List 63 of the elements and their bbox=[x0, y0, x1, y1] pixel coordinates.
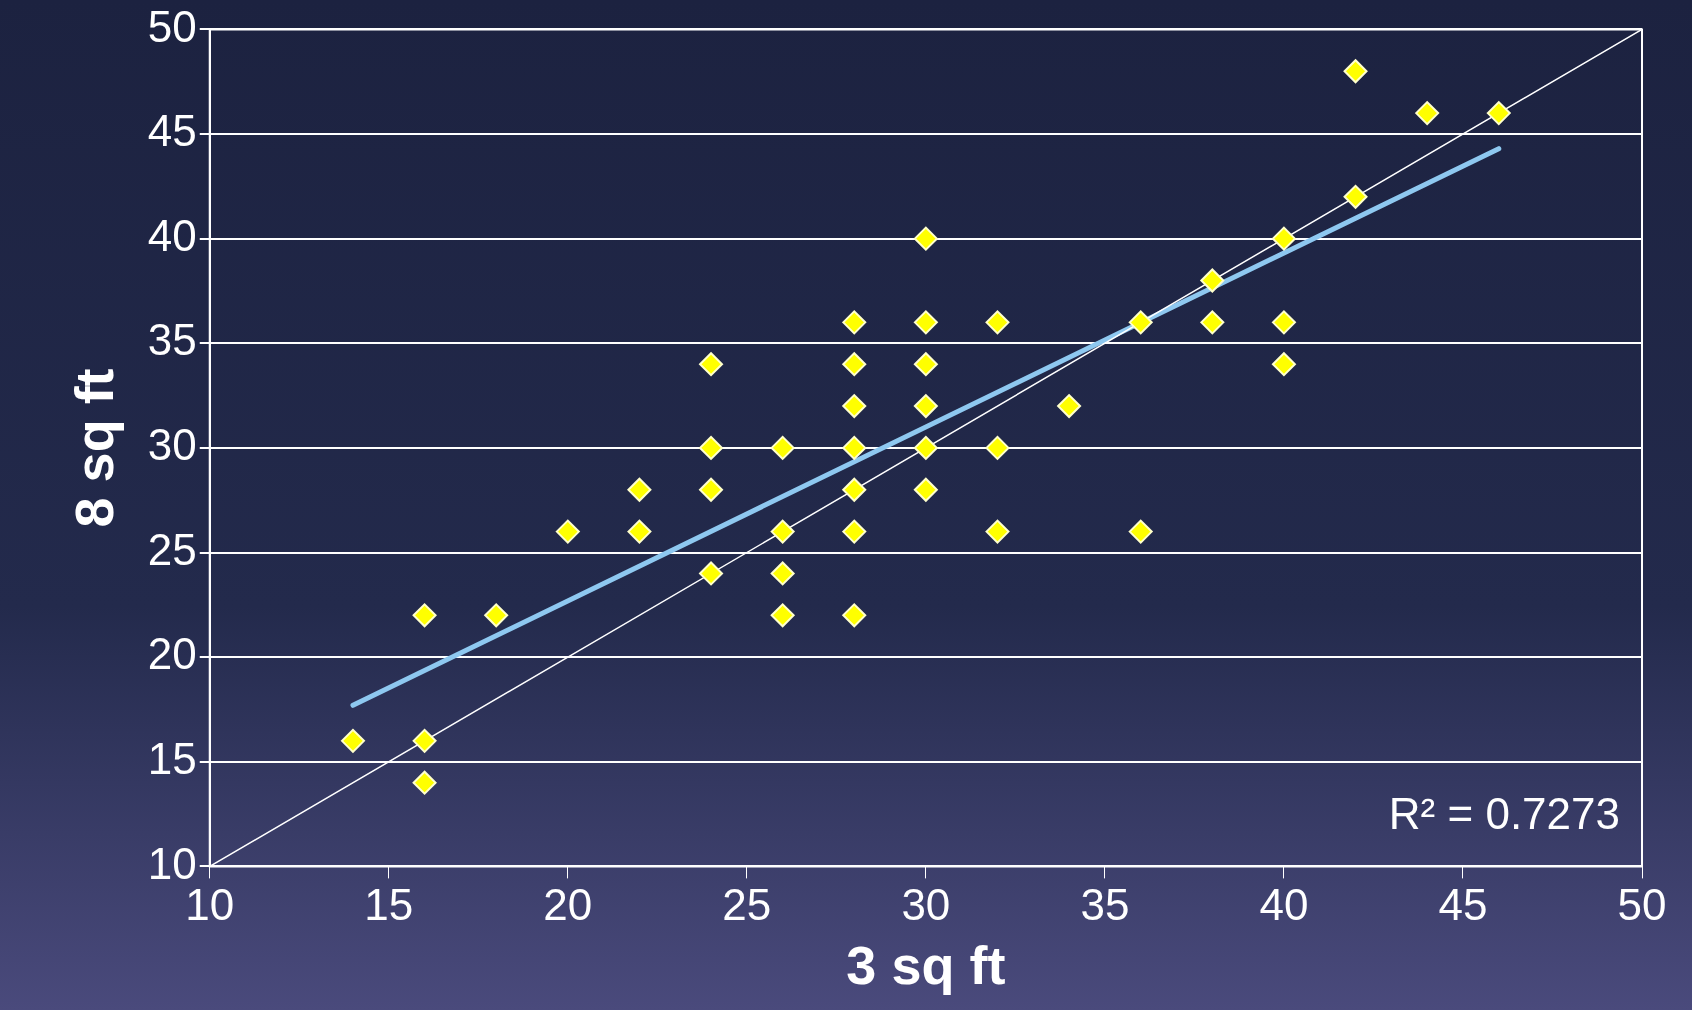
point bbox=[842, 603, 867, 628]
point bbox=[1057, 394, 1082, 419]
y-tick-label: 20 bbox=[147, 629, 197, 679]
y-tick-label: 35 bbox=[147, 315, 197, 365]
x-tick-label: 30 bbox=[901, 879, 951, 929]
y-tick-label: 50 bbox=[147, 1, 197, 51]
y-tick-label: 45 bbox=[147, 106, 197, 156]
point bbox=[1200, 268, 1225, 293]
point bbox=[1128, 310, 1153, 335]
point bbox=[412, 770, 437, 795]
y-tick-label: 40 bbox=[147, 210, 197, 260]
point bbox=[1271, 352, 1296, 377]
y-tick-label: 30 bbox=[147, 420, 197, 470]
point bbox=[627, 519, 652, 544]
point bbox=[484, 603, 509, 628]
point bbox=[985, 310, 1010, 335]
y-tick-label: 25 bbox=[147, 524, 197, 574]
point bbox=[340, 728, 365, 753]
point bbox=[842, 352, 867, 377]
point bbox=[985, 519, 1010, 544]
y-tick-label: 15 bbox=[147, 733, 197, 783]
point bbox=[699, 561, 724, 586]
x-axis-title: 3 sq ft bbox=[846, 935, 1006, 996]
x-tick-label: 45 bbox=[1438, 879, 1488, 929]
point bbox=[913, 352, 938, 377]
point bbox=[1486, 101, 1511, 126]
x-tick-label: 15 bbox=[364, 879, 414, 929]
point bbox=[770, 561, 795, 586]
point bbox=[1415, 101, 1440, 126]
point bbox=[1271, 310, 1296, 335]
point bbox=[699, 435, 724, 460]
point bbox=[770, 603, 795, 628]
point bbox=[842, 519, 867, 544]
point bbox=[412, 603, 437, 628]
point bbox=[913, 394, 938, 419]
point bbox=[1200, 310, 1225, 335]
point bbox=[412, 728, 437, 753]
point bbox=[913, 435, 938, 460]
point bbox=[770, 519, 795, 544]
point bbox=[913, 477, 938, 502]
point bbox=[842, 310, 867, 335]
x-tick-label: 50 bbox=[1617, 879, 1667, 929]
y-axis-title: 8 sq ft bbox=[64, 368, 125, 528]
point bbox=[842, 394, 867, 419]
point bbox=[1128, 519, 1153, 544]
point bbox=[913, 226, 938, 251]
point bbox=[985, 435, 1010, 460]
point bbox=[699, 352, 724, 377]
point bbox=[913, 310, 938, 335]
point bbox=[770, 435, 795, 460]
x-tick-label: 35 bbox=[1080, 879, 1130, 929]
point bbox=[842, 477, 867, 502]
point bbox=[1271, 226, 1296, 251]
x-tick-label: 40 bbox=[1259, 879, 1309, 929]
x-tick-label: 20 bbox=[543, 879, 593, 929]
point bbox=[1343, 59, 1368, 84]
x-tick-label: 25 bbox=[722, 879, 772, 929]
point bbox=[699, 477, 724, 502]
point bbox=[627, 477, 652, 502]
point bbox=[842, 435, 867, 460]
point bbox=[1343, 184, 1368, 209]
annotation: R² = 0.7273 bbox=[1388, 788, 1620, 838]
point bbox=[555, 519, 580, 544]
